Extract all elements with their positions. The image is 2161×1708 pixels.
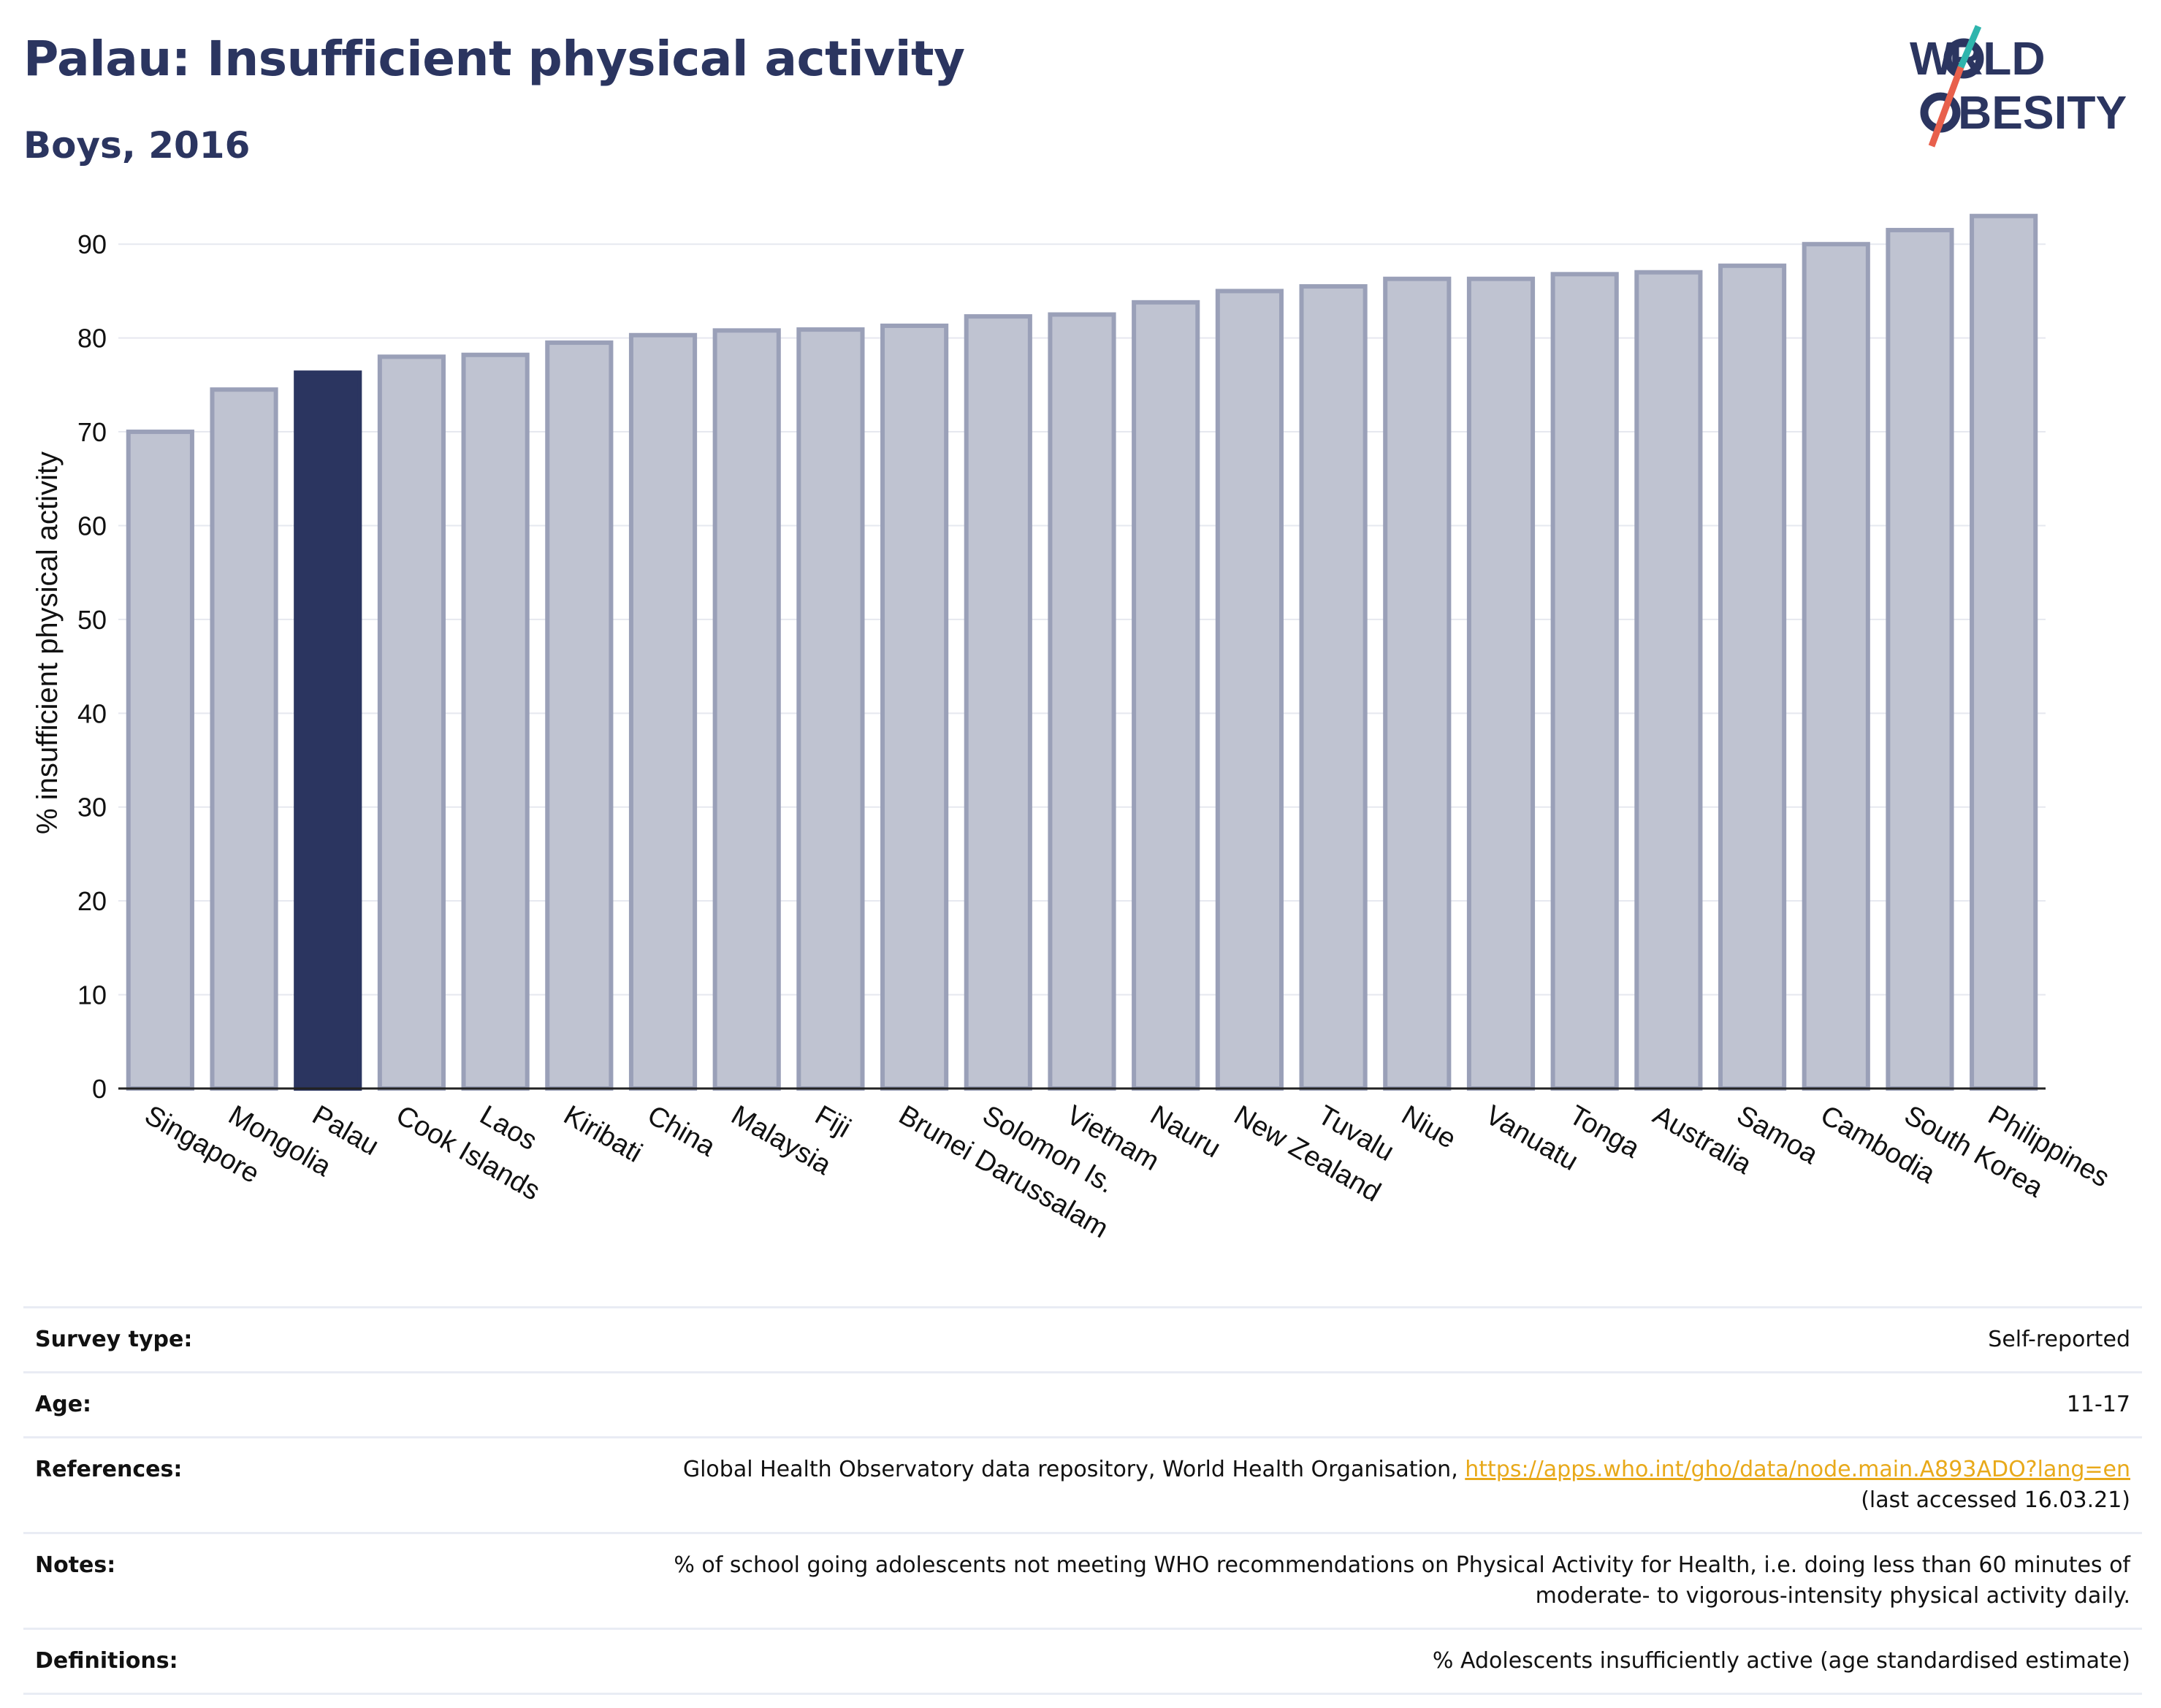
meta-row-age: Age: 11-17 xyxy=(23,1371,2142,1436)
bar-malaysia xyxy=(712,328,781,1091)
references-label: References: xyxy=(35,1457,183,1482)
x-tick-label: Fiji xyxy=(809,1099,855,1144)
y-tick-label: 50 xyxy=(77,605,107,635)
notes-line-2: moderate- to vigorous-intensity physical… xyxy=(1535,1583,2130,1609)
bar-laos xyxy=(461,352,530,1091)
bar-cook-islands xyxy=(377,354,446,1091)
y-tick-label: 10 xyxy=(77,980,107,1010)
y-tick-label: 70 xyxy=(77,417,107,447)
chart-subtitle: Boys, 2016 xyxy=(23,124,251,167)
bar-south-korea xyxy=(1886,227,1954,1091)
x-tick-label: Niue xyxy=(1396,1099,1461,1154)
bar-nauru xyxy=(1132,300,1200,1091)
age-value: 11-17 xyxy=(2066,1392,2130,1417)
x-tick-label: Kiribati xyxy=(558,1099,647,1168)
bar-china xyxy=(628,332,698,1091)
x-tick-label: Vanuatu xyxy=(1480,1099,1583,1177)
y-tick-label: 0 xyxy=(92,1074,107,1104)
meta-row-references: References: Global Health Observatory da… xyxy=(23,1436,2142,1532)
y-tick-label: 40 xyxy=(77,698,107,728)
bar-new-zealand xyxy=(1215,289,1284,1091)
definitions-value: % Adolescents insufficiently active (age… xyxy=(1432,1648,2130,1674)
bar-philippines xyxy=(1970,213,2038,1091)
bar-chart: 0102030405060708090SingaporeMongoliaPala… xyxy=(31,213,2114,1244)
bar-fiji xyxy=(796,327,865,1091)
chart-title: Palau: Insufficient physical activity xyxy=(23,31,965,87)
references-text: Global Health Observatory data repositor… xyxy=(682,1457,1466,1482)
meta-row-definitions: Definitions: % Adolescents insufficientl… xyxy=(23,1628,2142,1695)
meta-row-survey-type: Survey type: Self-reported xyxy=(23,1306,2142,1371)
y-tick-label: 20 xyxy=(77,886,107,916)
bar-mongolia xyxy=(210,387,278,1091)
bar-vanuatu xyxy=(1466,276,1536,1091)
metadata-table: Survey type: Self-reported Age: 11-17 Re… xyxy=(23,1306,2142,1695)
bar-solomon-is xyxy=(964,314,1032,1091)
references-link[interactable]: https://apps.who.int/gho/data/node.main.… xyxy=(1465,1457,2130,1482)
bar-tonga xyxy=(1550,272,1619,1091)
notes-line-1: % of school going adolescents not meetin… xyxy=(674,1552,2130,1578)
bar-australia xyxy=(1634,270,1703,1091)
notes-value: % of school going adolescents not meetin… xyxy=(444,1550,2130,1612)
meta-row-notes: Notes: % of school going adolescents not… xyxy=(23,1532,2142,1628)
bar-niue xyxy=(1383,276,1452,1091)
bar-tuvalu xyxy=(1299,284,1368,1091)
survey-type-value: Self-reported xyxy=(1988,1327,2130,1352)
world-obesity-logo: W RLD BESITY xyxy=(1910,25,2127,148)
bar-brunei-darussalam xyxy=(880,323,949,1091)
bars xyxy=(126,213,2038,1091)
svg-text:BESITY: BESITY xyxy=(1958,86,2127,139)
y-tick-label: 30 xyxy=(77,793,107,823)
references-value: Global Health Observatory data repositor… xyxy=(444,1455,2130,1516)
age-label: Age: xyxy=(35,1392,92,1417)
x-tick-label: China xyxy=(642,1099,721,1162)
survey-type-label: Survey type: xyxy=(35,1327,193,1352)
bar-cambodia xyxy=(1802,242,1870,1091)
definitions-label: Definitions: xyxy=(35,1648,178,1674)
bar-samoa xyxy=(1718,263,1787,1091)
bar-kiribati xyxy=(545,340,614,1091)
y-tick-label: 80 xyxy=(77,324,107,354)
bar-palau xyxy=(294,370,362,1091)
y-axis-label: % insufficient physical activity xyxy=(31,451,64,834)
bar-vietnam xyxy=(1048,312,1116,1091)
bar-singapore xyxy=(126,430,194,1091)
notes-label: Notes: xyxy=(35,1552,116,1578)
y-tick-label: 60 xyxy=(77,511,107,541)
y-tick-label: 90 xyxy=(77,229,107,259)
references-accessed: (last accessed 16.03.21) xyxy=(1861,1487,2130,1513)
